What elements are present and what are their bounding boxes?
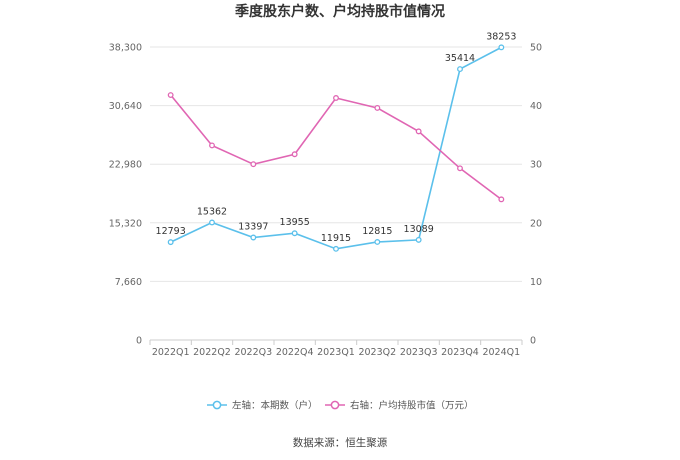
series-1-point[interactable] (209, 219, 215, 226)
x-tick-label: 2022Q2 (193, 347, 231, 358)
series-1-point[interactable] (415, 236, 422, 243)
series-2-point[interactable] (209, 142, 215, 149)
series-1-point[interactable] (374, 239, 381, 245)
data-label: 13089 (404, 224, 434, 235)
left-tick-label: 7,660 (115, 277, 142, 288)
data-label: 15362 (197, 206, 227, 217)
data-label: 11915 (321, 233, 351, 244)
series-2-point[interactable] (167, 92, 174, 99)
x-tick-label: 2024Q1 (482, 347, 520, 358)
data-label: 12793 (156, 226, 186, 237)
left-axis: 0 7,660 15,320 22,980 30,640 38,300 (109, 43, 142, 347)
right-tick-label: 0 (530, 336, 536, 347)
right-tick-label: 20 (530, 218, 542, 229)
legend-label-2[interactable]: 右轴：户均持股市值（万元） (350, 400, 474, 412)
series-2-point[interactable] (250, 161, 257, 168)
series-1-point[interactable] (291, 230, 298, 237)
x-tick-label: 2023Q1 (317, 347, 355, 358)
data-source: 数据来源：恒生聚源 (293, 436, 388, 449)
x-tick-label: 2023Q2 (358, 347, 396, 358)
legend-label-1[interactable]: 左轴：本期数（户） (232, 400, 318, 412)
data-label: 13955 (280, 217, 310, 228)
x-tick-label: 2022Q4 (276, 347, 314, 358)
right-tick-label: 30 (530, 160, 542, 171)
legend-marker-2 (330, 400, 340, 410)
series-1-point[interactable] (333, 245, 339, 252)
series-2-point[interactable] (415, 128, 422, 135)
series-2-point[interactable] (333, 95, 339, 101)
x-tick-label: 2023Q3 (400, 347, 438, 358)
data-label: 12815 (362, 226, 392, 237)
left-tick-label: 22,980 (109, 160, 142, 171)
data-label: 13397 (238, 222, 268, 233)
left-tick-label: 15,320 (109, 218, 142, 229)
left-tick-label: 0 (136, 336, 142, 347)
series-1-point[interactable] (250, 234, 257, 241)
series-line-2 (170, 94, 502, 200)
series-2-point[interactable] (498, 196, 505, 203)
series-1-point[interactable] (167, 239, 174, 246)
x-tick-label: 2023Q4 (441, 347, 479, 358)
data-label: 38253 (486, 31, 516, 42)
x-axis: 2022Q1 2022Q2 2022Q3 2022Q4 2023Q1 2023Q2 2023… (149, 339, 523, 358)
right-tick-label: 40 (530, 101, 542, 112)
series-group: 12793 15362 13397 13955 11915 12815 13089 35414… (156, 31, 516, 252)
left-tick-label: 38,300 (109, 43, 142, 54)
x-tick-label: 2022Q3 (234, 347, 272, 358)
legend: 左轴：本期数（户） 右轴：户均持股市值（万元） (207, 400, 474, 412)
legend-marker-1 (212, 400, 222, 410)
chart-title: 季度股东户数、户均持股市值情况 (234, 3, 445, 20)
series-2-point[interactable] (291, 151, 298, 158)
series-2-point[interactable] (374, 104, 381, 111)
series-1-point[interactable] (498, 44, 505, 51)
series-line-1 (170, 46, 502, 250)
data-label: 35414 (445, 53, 475, 64)
series-1-point[interactable] (457, 66, 463, 73)
right-tick-label: 50 (530, 43, 542, 54)
series-2-point[interactable] (457, 165, 463, 172)
left-tick-label: 30,640 (109, 101, 142, 112)
right-axis: 0 10 20 30 40 50 (530, 43, 542, 347)
right-tick-label: 10 (530, 277, 542, 288)
x-tick-label: 2022Q1 (152, 347, 190, 358)
